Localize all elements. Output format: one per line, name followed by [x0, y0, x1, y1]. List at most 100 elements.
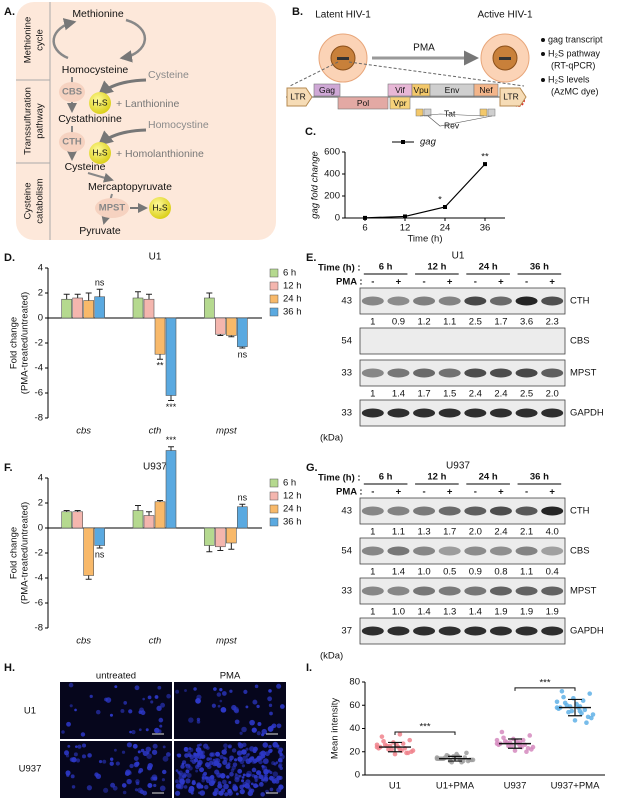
nucleus-stain [206, 746, 210, 750]
panel-label: A. [4, 6, 15, 18]
nucleus-stain [77, 744, 82, 749]
error-bar [85, 575, 92, 580]
nucleus-stain [197, 791, 201, 795]
nucleus-stain [162, 745, 166, 749]
nucleus-stain [245, 773, 250, 777]
nucleus-stain [260, 792, 265, 797]
nucleus-stain [109, 713, 113, 717]
nucleus-stain [240, 779, 245, 783]
nucleus-stain [114, 748, 117, 752]
blot-title: U1 [452, 251, 465, 262]
legend-label: gag [420, 137, 437, 148]
nucleus-stain [196, 782, 202, 788]
nucleus-stain [69, 704, 73, 708]
section-label: catabolism [35, 178, 46, 223]
densitometry: 1.0 [392, 607, 405, 618]
significance: ns [95, 549, 105, 559]
nucleus-stain [278, 775, 283, 780]
point [530, 744, 536, 750]
time: 24 h [479, 472, 498, 483]
legend-label: 36 h [283, 307, 302, 318]
bar [215, 317, 226, 335]
kda-marker: 33 [341, 408, 352, 419]
point [381, 738, 386, 744]
point [520, 737, 526, 743]
point [460, 758, 466, 764]
splice [419, 113, 485, 117]
blot-band [361, 506, 384, 516]
error-bar [63, 293, 70, 300]
blot-band [438, 626, 461, 636]
nucleus-stain [221, 788, 226, 793]
nucleus-stain [196, 762, 202, 768]
chart-title: U937 [143, 462, 167, 473]
blot-band [489, 546, 512, 556]
exon [479, 108, 488, 117]
nucleus-stain [184, 689, 187, 692]
time: 12 h [427, 262, 446, 273]
exon [487, 108, 496, 117]
blot-band [361, 546, 384, 556]
blot-band [464, 546, 487, 556]
x-tick-label: mpst [216, 636, 237, 647]
nucleus-stain [272, 771, 279, 777]
nucleus-stain [147, 782, 153, 788]
error-bar [135, 505, 141, 511]
y-tick-label: 2 [38, 288, 43, 299]
nucleus-stain [186, 772, 192, 778]
densitometry: 2.4 [494, 389, 507, 400]
blot-band [413, 368, 436, 378]
point [512, 748, 518, 753]
error-bar [135, 291, 141, 298]
densitometry: 1 [370, 527, 375, 538]
h2s-ball [89, 142, 111, 164]
nucleus-stain [252, 758, 258, 764]
bar [143, 515, 155, 529]
bracket [394, 731, 456, 735]
legend-label: 12 h [283, 491, 302, 502]
nucleus-stain [134, 761, 140, 767]
gene: Env [445, 85, 460, 95]
pma-sign: + [447, 487, 453, 498]
y-tick-label: 600 [324, 147, 340, 158]
exon [423, 108, 432, 117]
error-bar [228, 543, 235, 550]
bar [154, 317, 166, 355]
nucleus-stain [102, 759, 107, 764]
densitometry: 1 [370, 607, 375, 618]
x-tick-label: cth [149, 636, 162, 647]
nucleus-stain [203, 771, 208, 776]
legend-swatch [269, 307, 279, 317]
bar [143, 298, 155, 319]
blot-band [515, 408, 538, 418]
densitometry: 4.0 [546, 527, 559, 538]
nucleus-stain [206, 764, 212, 770]
nucleus-stain [64, 750, 70, 756]
nucleus-stain [231, 748, 237, 753]
nucleus-stain [248, 757, 253, 763]
protein-name: CTH [570, 506, 590, 517]
nucleus-stain [69, 757, 75, 762]
bar [83, 300, 94, 319]
nucleus-stain [165, 752, 171, 757]
time: 24 h [479, 262, 498, 273]
blot-band [438, 546, 461, 556]
nucleus-stain [159, 724, 163, 728]
nucleus-stain [258, 759, 263, 765]
y-tick-label: -6 [35, 598, 43, 609]
nucleus-stain [89, 694, 93, 698]
nucleus-stain [131, 730, 136, 735]
bar [165, 317, 177, 396]
nucleus-stain [123, 701, 128, 705]
marker [443, 205, 447, 209]
kda-marker: 33 [341, 368, 352, 379]
panel-label: B. [292, 6, 303, 18]
nucleus-stain [249, 719, 255, 726]
significance: ns [95, 278, 105, 288]
densitometry: 1.5 [443, 389, 456, 400]
nucleus-stain [276, 744, 280, 748]
nucleus-stain [253, 775, 259, 781]
nucleus-stain [232, 785, 238, 791]
blot-band [438, 296, 461, 306]
time: 36 h [530, 472, 549, 483]
